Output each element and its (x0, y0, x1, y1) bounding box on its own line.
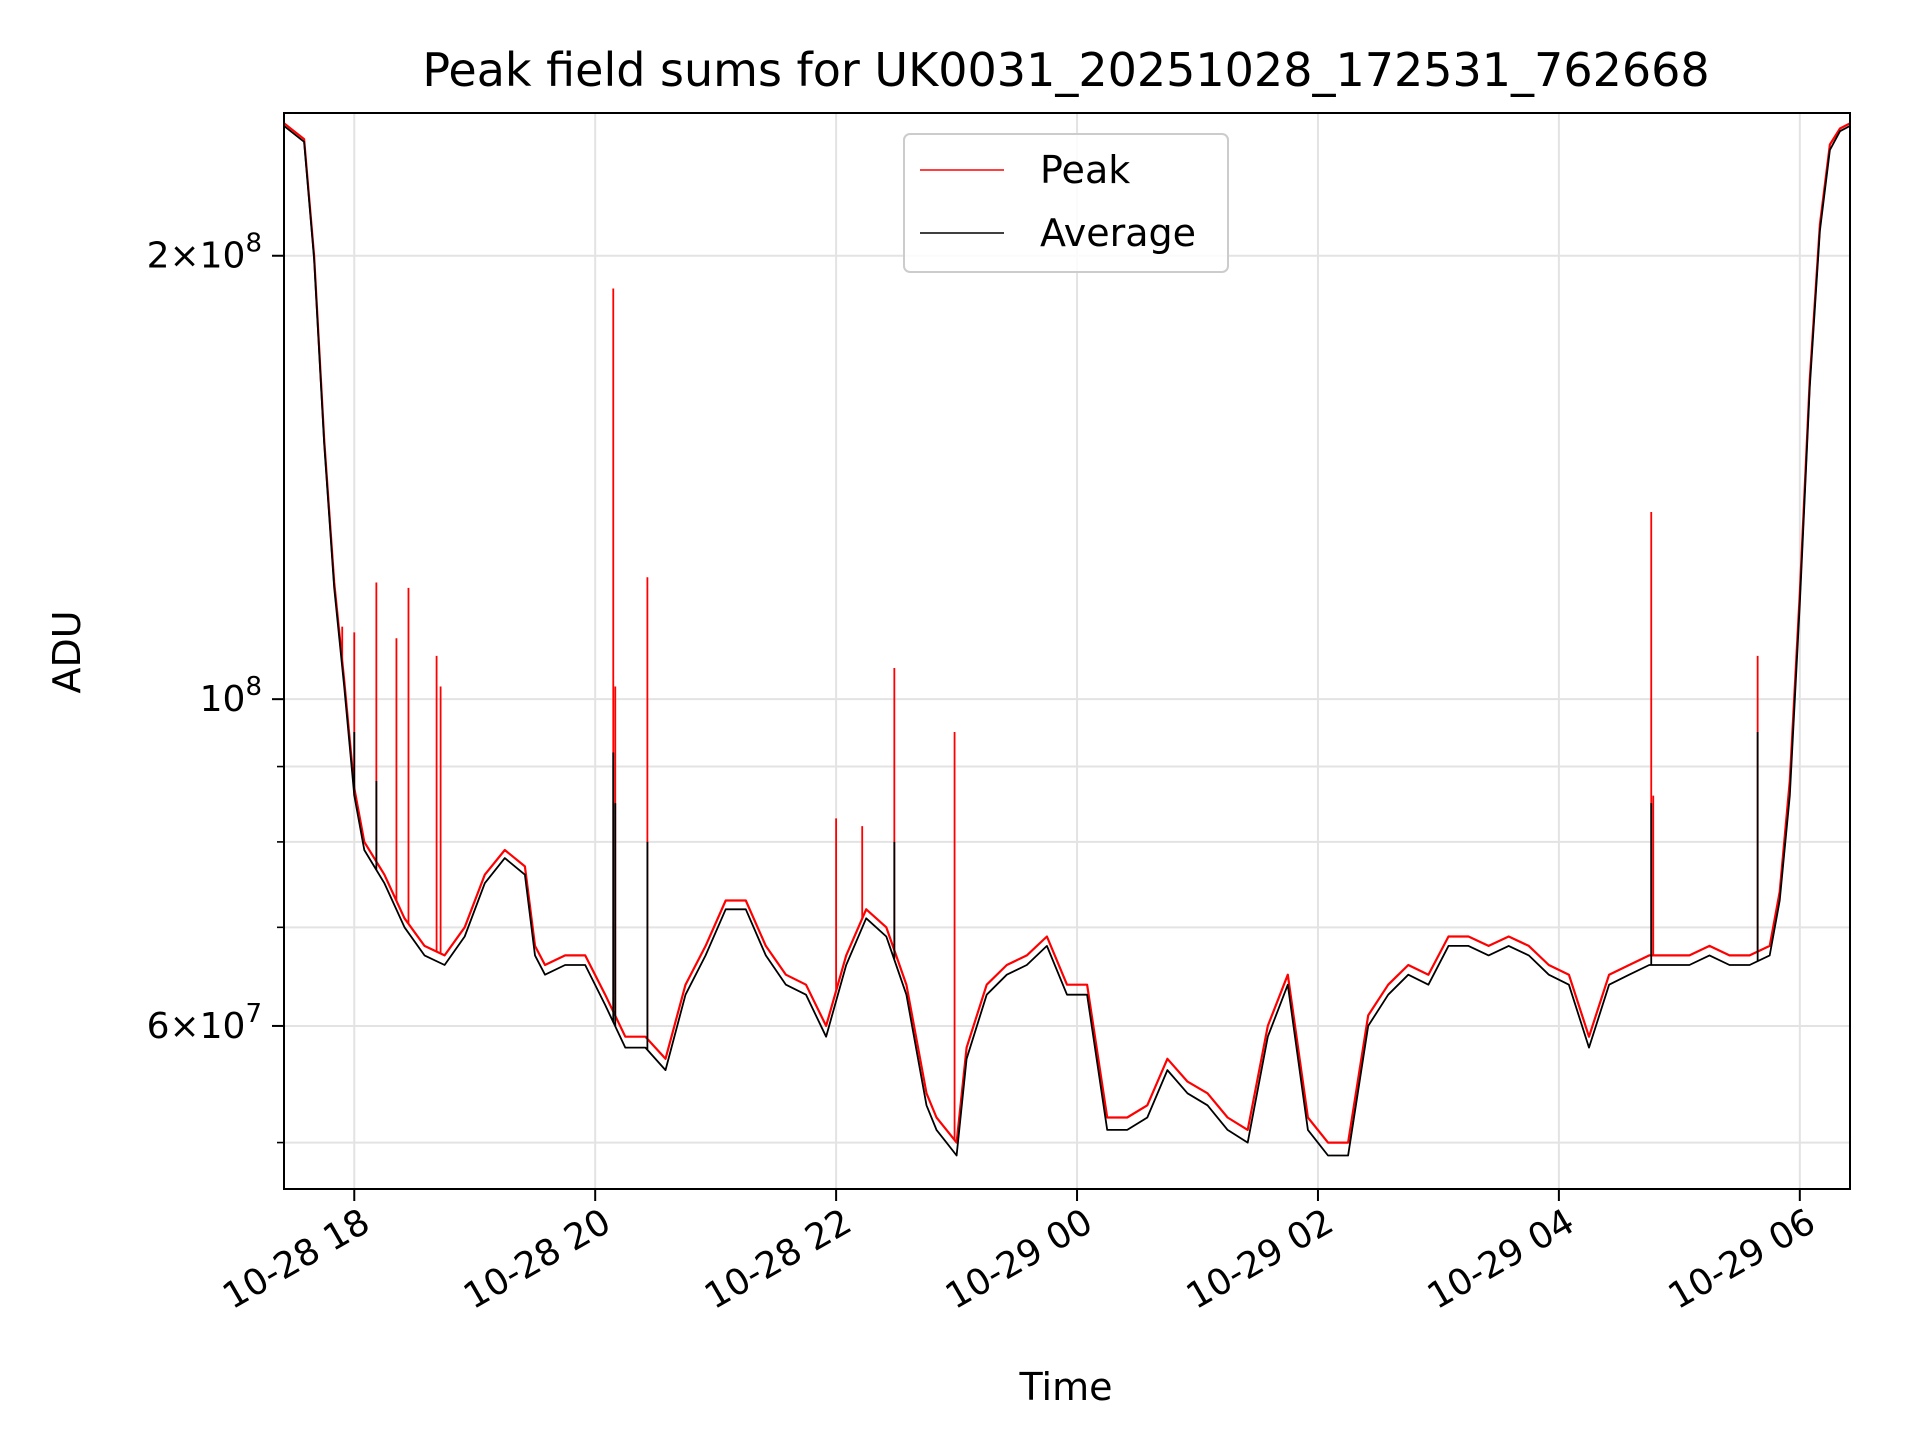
series-layer (283, 122, 1851, 1157)
y-tick-label: 2×108 (147, 229, 262, 277)
y-tick-label: 108 (200, 672, 262, 720)
legend-box (903, 133, 1229, 273)
y-axis: 6×107 108 2×108 (147, 229, 284, 1144)
y-tick-label: 6×107 (147, 999, 262, 1047)
series-line-average (283, 125, 1851, 1157)
legend: Peak Average (903, 133, 1229, 273)
series-line-peak (283, 122, 1851, 1144)
plot-frame (283, 112, 1851, 1190)
x-axis-title: Time (1019, 1365, 1113, 1409)
legend-label-average: Average (1040, 211, 1196, 255)
chart-title: Peak field sums for UK0031_20251028_1725… (422, 43, 1709, 97)
y-axis-title: ADU (45, 610, 89, 693)
legend-label-peak: Peak (1040, 148, 1130, 192)
